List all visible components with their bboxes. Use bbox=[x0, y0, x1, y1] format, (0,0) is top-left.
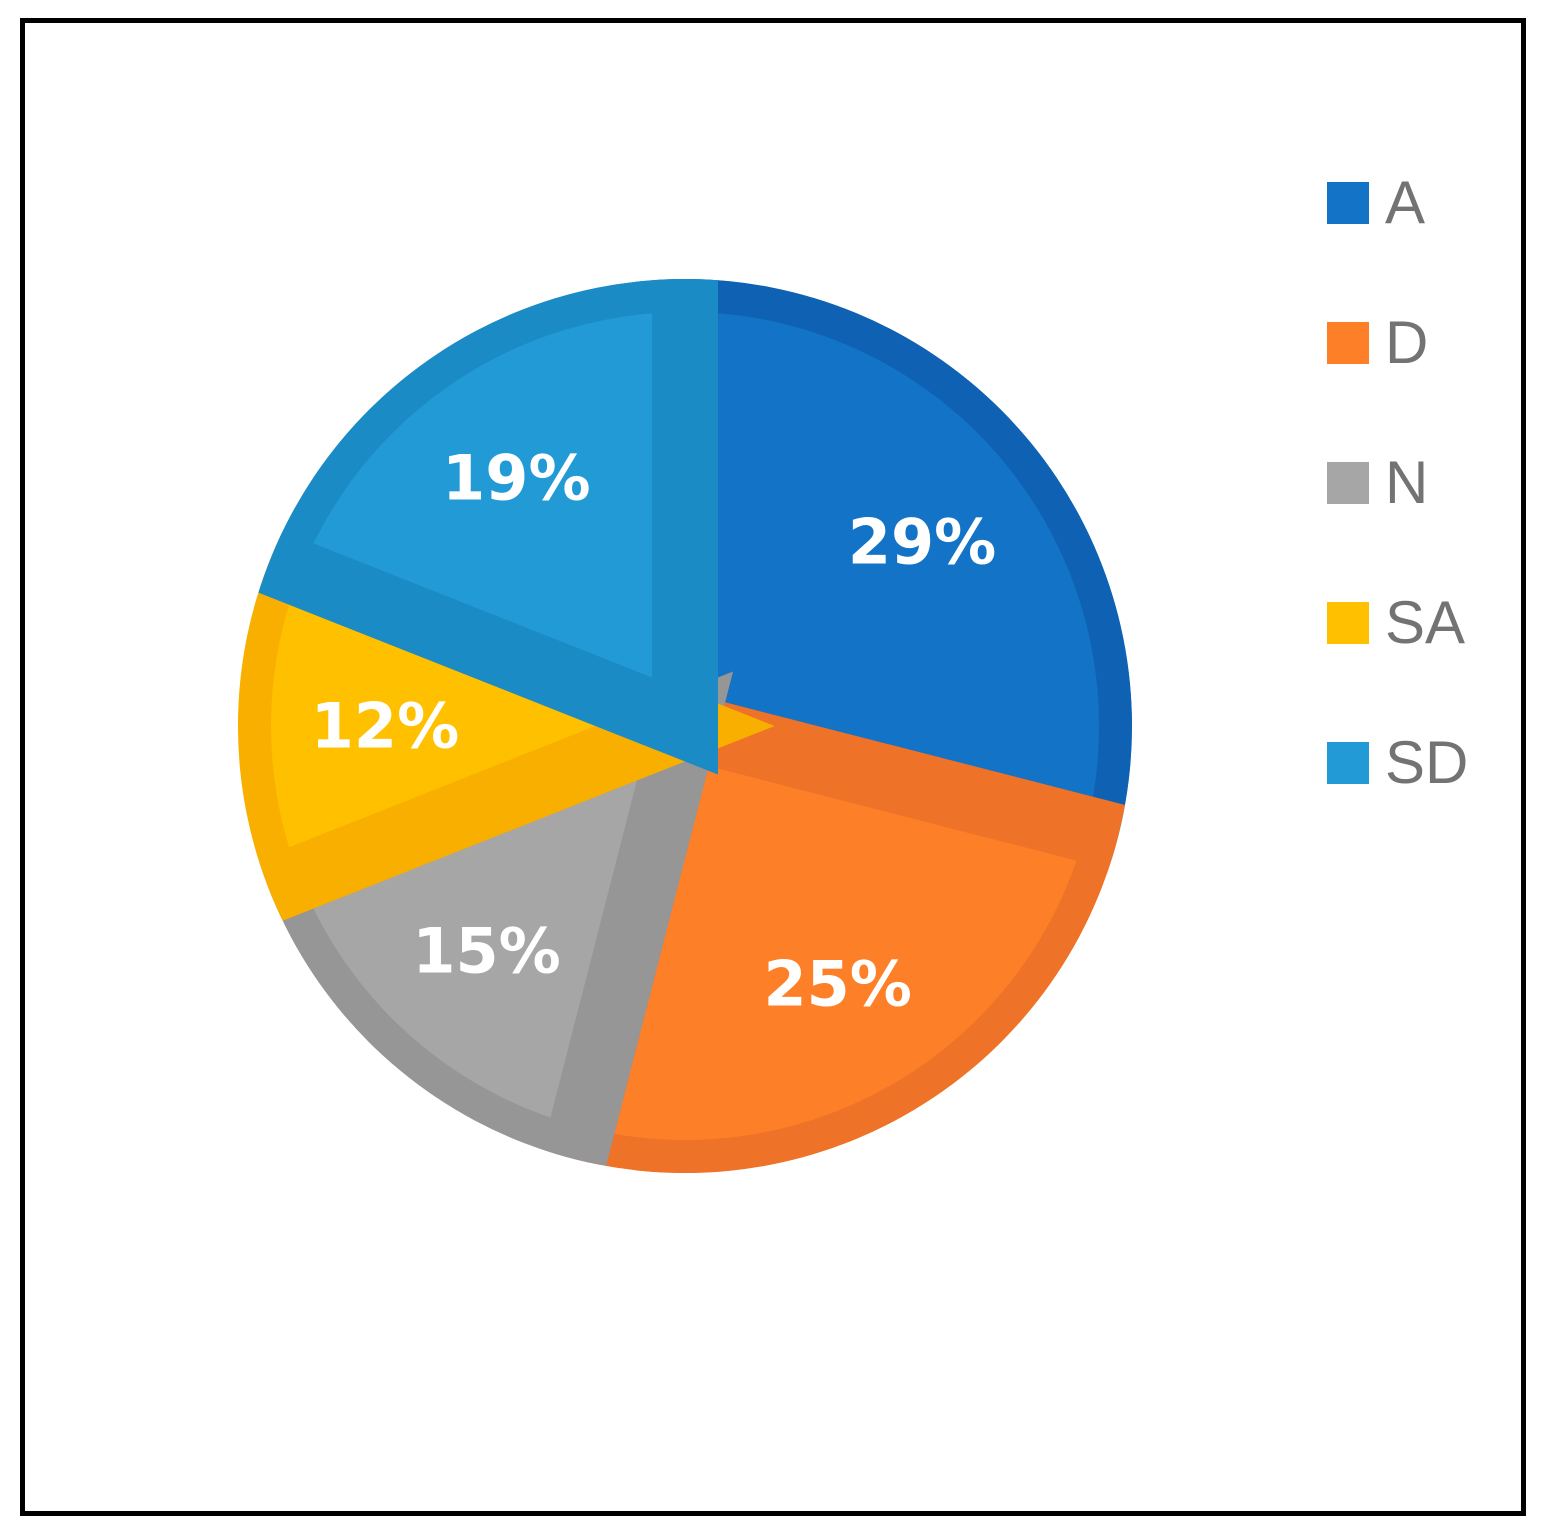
legend-label-a: A bbox=[1385, 169, 1426, 236]
legend-swatch-sa bbox=[1327, 602, 1369, 644]
legend-item-sa: SA bbox=[1327, 553, 1468, 693]
chart-frame: 29% 25% 15% 12% 19% A D N SA SD bbox=[20, 18, 1526, 1516]
legend-swatch-sd bbox=[1327, 742, 1369, 784]
legend-swatch-a bbox=[1327, 182, 1369, 224]
legend-label-n: N bbox=[1385, 449, 1429, 516]
pie-slices bbox=[238, 279, 1132, 1173]
legend-item-d: D bbox=[1327, 273, 1468, 413]
data-label-sa: 12% bbox=[311, 690, 459, 763]
legend-swatch-d bbox=[1327, 322, 1369, 364]
legend-label-sd: SD bbox=[1385, 729, 1469, 796]
data-label-a: 29% bbox=[848, 506, 996, 579]
legend: A D N SA SD bbox=[1327, 133, 1468, 833]
legend-label-d: D bbox=[1385, 309, 1429, 376]
data-label-d: 25% bbox=[764, 948, 912, 1021]
legend-item-a: A bbox=[1327, 133, 1468, 273]
pie-data-labels: 29% 25% 15% 12% 19% bbox=[311, 441, 996, 1020]
legend-label-sa: SA bbox=[1385, 589, 1466, 656]
pie-chart: 29% 25% 15% 12% 19% bbox=[238, 279, 1132, 1173]
legend-item-n: N bbox=[1327, 413, 1468, 553]
legend-swatch-n bbox=[1327, 462, 1369, 504]
pie-slice-a bbox=[652, 279, 1132, 878]
data-label-n: 15% bbox=[412, 915, 560, 988]
data-label-sd: 19% bbox=[442, 441, 590, 514]
legend-item-sd: SD bbox=[1327, 693, 1468, 833]
pie-slice-sd bbox=[238, 279, 718, 775]
